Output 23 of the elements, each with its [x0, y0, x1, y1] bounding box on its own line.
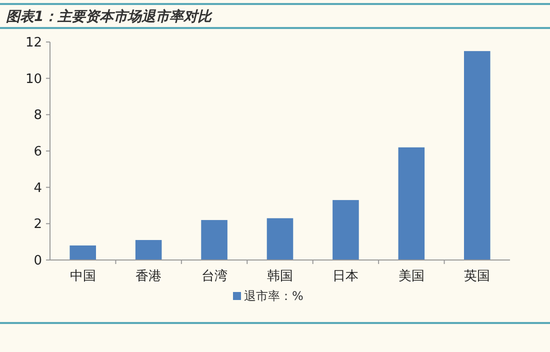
legend-label: 退市率：% [244, 289, 304, 303]
bar [70, 245, 96, 260]
y-tick-label: 0 [34, 254, 42, 269]
x-tick-label: 台湾 [201, 268, 228, 284]
y-tick-label: 4 [34, 180, 42, 196]
bar [398, 147, 425, 260]
y-tick-label: 8 [34, 108, 42, 124]
y-tick-label: 12 [25, 36, 42, 51]
x-tick-label: 韩国 [267, 269, 293, 284]
x-tick-label: 英国 [464, 269, 490, 284]
chart-title: 图表1：主要资本市场退市率对比 [6, 8, 214, 25]
x-tick-label: 中国 [70, 269, 96, 284]
x-tick-label: 香港 [136, 269, 162, 284]
y-tick-label: 10 [25, 72, 42, 87]
bar [266, 218, 294, 260]
bar [201, 220, 228, 260]
x-tick-label: 日本 [332, 269, 359, 284]
x-tick-label: 美国 [398, 268, 424, 284]
bar [135, 240, 162, 260]
y-tick-label: 6 [34, 144, 42, 160]
y-tick-label: 2 [34, 217, 42, 232]
bar [332, 200, 359, 260]
bar [464, 51, 490, 260]
